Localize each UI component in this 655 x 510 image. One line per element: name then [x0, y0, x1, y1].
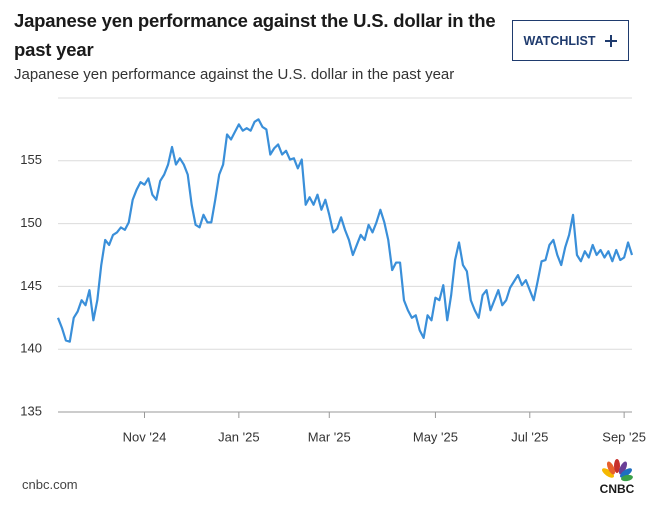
y-tick-label: 135: [20, 403, 42, 418]
chart-subtitle: Japanese yen performance against the U.S…: [14, 66, 455, 83]
chart-title: Japanese yen performance against the U.S…: [14, 10, 496, 60]
price-line: [56, 118, 634, 343]
cnbc-logo: CNBC: [600, 459, 635, 496]
logo-text: CNBC: [600, 482, 635, 496]
chart: 135 140 145 150 155 Nov '24 Jan '25 Mar '25 May …: [20, 97, 646, 444]
source: cnbc.com: [22, 477, 78, 492]
x-tick-label: Jan '25: [218, 429, 260, 444]
x-tick-label: Sep '25: [602, 429, 646, 444]
y-tick-label: 155: [20, 152, 42, 167]
y-tick-label: 150: [20, 215, 42, 230]
watchlist-button[interactable]: WATCHLIST: [512, 20, 629, 61]
plus-icon: [605, 34, 618, 47]
x-tick-label: Jul '25: [511, 429, 548, 444]
x-tick-label: Mar '25: [308, 429, 351, 444]
y-tick-label: 140: [20, 341, 42, 356]
y-tick-label: 145: [20, 278, 42, 293]
watchlist-label: WATCHLIST: [523, 33, 596, 48]
x-tick-label: Nov '24: [123, 429, 167, 444]
x-tick-label: May '25: [413, 429, 458, 444]
